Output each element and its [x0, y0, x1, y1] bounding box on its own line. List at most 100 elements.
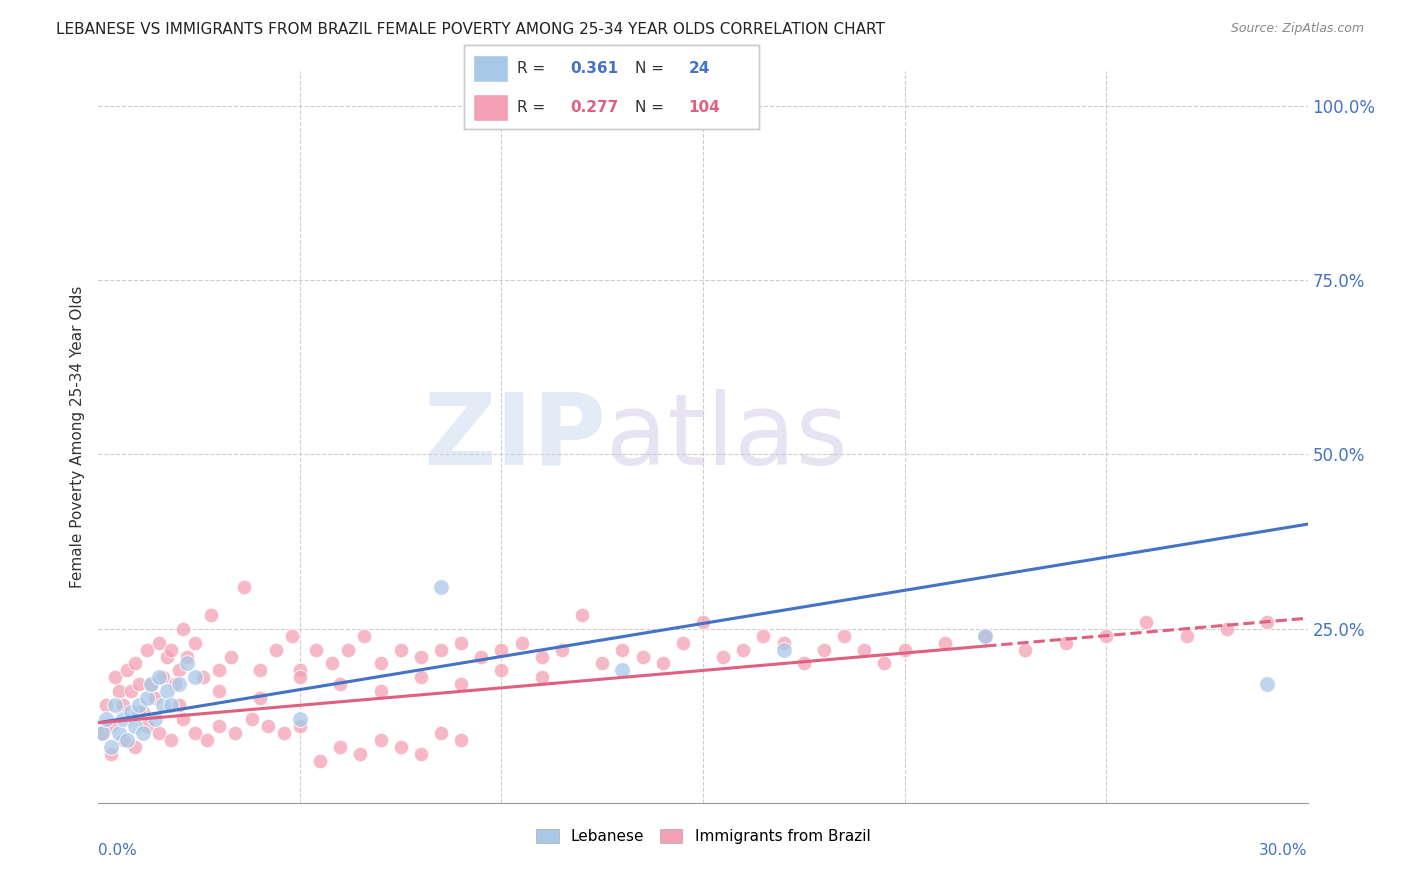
Point — [1054, 635, 1077, 649]
Point — [873, 657, 896, 671]
Point — [370, 684, 392, 698]
Point — [249, 664, 271, 678]
Text: LEBANESE VS IMMIGRANTS FROM BRAZIL FEMALE POVERTY AMONG 25-34 YEAR OLDS CORRELAT: LEBANESE VS IMMIGRANTS FROM BRAZIL FEMAL… — [56, 22, 886, 37]
Point — [107, 684, 129, 698]
Point — [107, 726, 129, 740]
Point — [349, 747, 371, 761]
Point — [309, 754, 332, 768]
Point — [111, 733, 134, 747]
Point — [100, 740, 122, 755]
Point — [813, 642, 835, 657]
Point — [651, 657, 673, 671]
Text: R =: R = — [517, 100, 550, 115]
Point — [1175, 629, 1198, 643]
Point — [389, 642, 412, 657]
Point — [124, 740, 146, 755]
Point — [120, 705, 142, 719]
Point — [893, 642, 915, 657]
Point — [692, 615, 714, 629]
Point — [148, 635, 170, 649]
Point — [389, 740, 412, 755]
Point — [288, 719, 311, 733]
Point — [221, 649, 243, 664]
Point — [91, 726, 114, 740]
Point — [160, 698, 183, 713]
Point — [305, 642, 328, 657]
FancyBboxPatch shape — [472, 54, 509, 82]
Point — [591, 657, 613, 671]
Point — [612, 664, 634, 678]
Point — [321, 657, 343, 671]
Point — [450, 677, 472, 691]
Point — [832, 629, 855, 643]
Point — [184, 670, 207, 684]
Point — [264, 642, 287, 657]
Text: 24: 24 — [689, 61, 710, 76]
Text: ZIP: ZIP — [423, 389, 606, 485]
Point — [934, 635, 956, 649]
Point — [370, 733, 392, 747]
Point — [409, 649, 432, 664]
Point — [1014, 642, 1036, 657]
Point — [430, 642, 453, 657]
Point — [370, 657, 392, 671]
Point — [208, 719, 231, 733]
Point — [128, 705, 150, 719]
Point — [337, 642, 360, 657]
Point — [135, 719, 157, 733]
Point — [772, 635, 794, 649]
Point — [1256, 615, 1278, 629]
Point — [176, 649, 198, 664]
Point — [184, 726, 207, 740]
Point — [711, 649, 734, 664]
Text: R =: R = — [517, 61, 550, 76]
Point — [772, 642, 794, 657]
Point — [530, 670, 553, 684]
Point — [148, 670, 170, 684]
Point — [752, 629, 775, 643]
Point — [115, 664, 138, 678]
Point — [409, 747, 432, 761]
Point — [91, 726, 114, 740]
Point — [256, 719, 278, 733]
Text: 30.0%: 30.0% — [1260, 843, 1308, 858]
Point — [353, 629, 375, 643]
Point — [430, 726, 453, 740]
Point — [329, 677, 352, 691]
Point — [193, 670, 215, 684]
Text: 104: 104 — [689, 100, 720, 115]
Point — [139, 677, 162, 691]
Point — [571, 607, 593, 622]
Point — [450, 733, 472, 747]
Text: N =: N = — [636, 100, 669, 115]
Text: atlas: atlas — [606, 389, 848, 485]
Point — [111, 712, 134, 726]
Point — [288, 664, 311, 678]
Point — [167, 664, 190, 678]
Point — [974, 629, 997, 643]
Point — [1095, 629, 1118, 643]
Point — [156, 649, 179, 664]
Point — [195, 733, 218, 747]
Text: Source: ZipAtlas.com: Source: ZipAtlas.com — [1230, 22, 1364, 36]
Point — [152, 698, 174, 713]
Point — [103, 670, 125, 684]
Text: 0.277: 0.277 — [571, 100, 619, 115]
Point — [128, 677, 150, 691]
Point — [409, 670, 432, 684]
Point — [281, 629, 304, 643]
Point — [733, 642, 755, 657]
Point — [128, 698, 150, 713]
Point — [430, 580, 453, 594]
Point — [143, 712, 166, 726]
Legend: Lebanese, Immigrants from Brazil: Lebanese, Immigrants from Brazil — [530, 822, 876, 850]
Point — [200, 607, 222, 622]
Point — [491, 664, 513, 678]
Point — [853, 642, 876, 657]
Point — [160, 733, 183, 747]
Point — [139, 677, 162, 691]
Point — [103, 698, 125, 713]
Point — [491, 642, 513, 657]
Point — [249, 691, 271, 706]
Point — [551, 642, 574, 657]
